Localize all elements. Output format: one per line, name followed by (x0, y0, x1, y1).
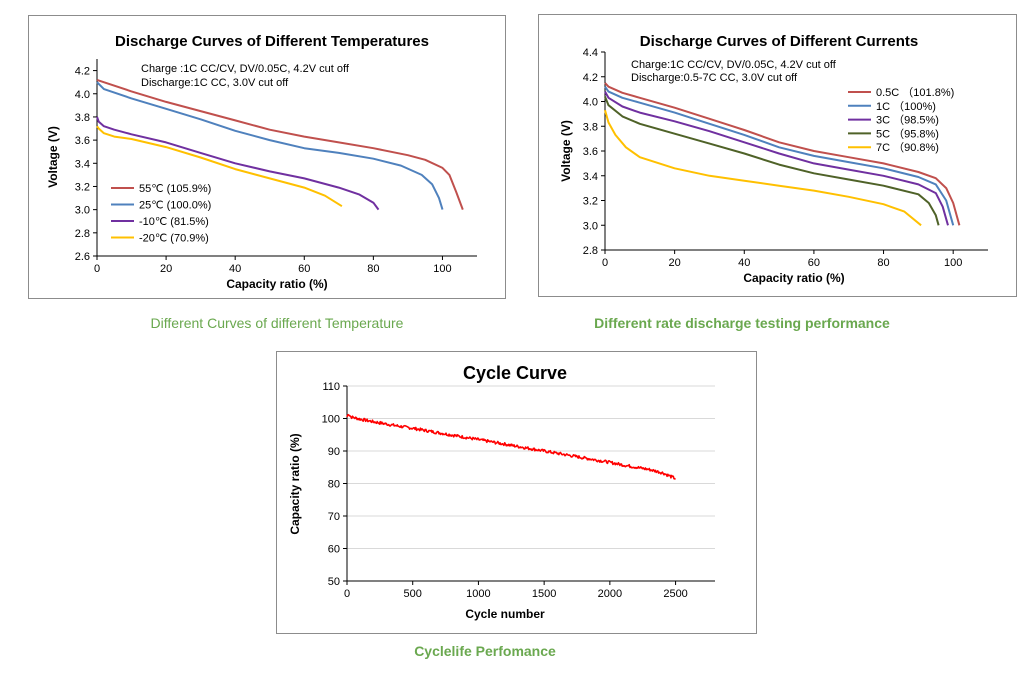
y-tick-label: 4.2 (75, 66, 90, 78)
y-tick-label: 60 (328, 544, 340, 556)
series-line (604, 91, 949, 226)
x-axis-label: Capacity ratio (%) (226, 277, 327, 291)
x-tick-label: 80 (877, 257, 889, 269)
chart-title: Discharge Curves of Different Currents (640, 33, 918, 50)
y-tick-label: 3.0 (583, 220, 598, 232)
y-tick-label: 3.2 (75, 181, 90, 193)
series-line (604, 109, 922, 227)
x-tick-label: 1500 (532, 588, 556, 600)
legend-label: -20℃ (70.9%) (139, 233, 209, 245)
y-tick-label: 3.8 (75, 112, 90, 124)
y-tick-label: 70 (328, 511, 340, 523)
y-tick-label: 50 (328, 576, 340, 588)
series-line (96, 116, 380, 211)
temperature-discharge-chart: 2.62.83.03.23.43.63.84.04.20 20 40 60 80 100 … (46, 33, 477, 291)
y-tick-label: 4.4 (583, 47, 598, 59)
x-tick-label: 60 (808, 257, 820, 269)
y-tick-label: 2.8 (75, 228, 90, 240)
legend-label: 5C （95.8%) (876, 127, 939, 140)
x-tick-label: 40 (738, 257, 750, 269)
x-tick-label: 500 (404, 588, 422, 600)
legend-label: 55℃ (105.9%) (139, 183, 211, 195)
temperature-chart-panel: 2.6 2.8 3.0 3.2 3.4 3.6 3.8 4.0 4.2 0 20 40 60 80 100 … (28, 15, 506, 299)
y-tick-label: 3.2 (583, 196, 598, 208)
chart-title: Cycle Curve (463, 363, 567, 383)
y-tick-label: 3.0 (75, 205, 90, 217)
series-line (346, 413, 676, 480)
y-axis-label: Voltage (V) (559, 120, 573, 182)
x-tick-label: 80 (367, 263, 379, 275)
chart-annotation: Charge:1C CC/CV, DV/0.05C, 4.2V cut off (631, 59, 837, 71)
chart-annotation: Discharge:1C CC, 3.0V cut off (141, 77, 289, 89)
y-axis-label: Capacity ratio (%) (288, 433, 302, 534)
y-axis-label: Voltage (V) (46, 126, 60, 188)
x-tick-label: 2500 (663, 588, 687, 600)
y-tick-label: 4.0 (75, 89, 90, 101)
y-tick-label: 3.4 (583, 171, 598, 183)
x-tick-label: 20 (669, 257, 681, 269)
x-tick-label: 2000 (598, 588, 622, 600)
y-tick-label: 90 (328, 446, 340, 458)
y-tick-label: 3.8 (583, 121, 598, 133)
rate-discharge-chart: 2.83.03.23.43.63.84.04.24.40 20 40 60 80 100 … (559, 33, 988, 285)
series-line (604, 82, 961, 226)
x-tick-label: 0 (344, 588, 350, 600)
series-line (96, 78, 464, 210)
y-tick-label: 80 (328, 479, 340, 491)
series-line (604, 96, 940, 226)
y-tick-label: 3.6 (583, 146, 598, 158)
series-line (96, 81, 444, 210)
y-tick-label: 100 (322, 414, 340, 426)
rate-caption: Different rate discharge testing perform… (594, 315, 890, 331)
x-tick-label: 1000 (466, 588, 490, 600)
chart-annotation: Charge :1C CC/CV, DV/0.05C, 4.2V cut off (141, 63, 350, 75)
cycle-curve-chart: 50 60 70 80 90 100 110 0 500 1000 1500 2000 2500 Cyc… (288, 363, 715, 621)
x-tick-label: 20 (160, 263, 172, 275)
series-line (604, 86, 955, 226)
x-axis-label: Capacity ratio (%) (743, 271, 844, 285)
legend-label: -10℃ (81.5%) (139, 216, 209, 228)
y-tick-label: 2.8 (583, 245, 598, 257)
temperature-caption: Different Curves of different Temperatur… (150, 315, 404, 331)
cycle-chart-panel: 50 60 70 80 90 100 110 0 500 1000 1500 2000 2500 Cyc… (276, 351, 757, 634)
chart-title: Discharge Curves of Different Temperatur… (115, 33, 429, 50)
legend-label: 7C （90.8%) (876, 141, 939, 154)
legend-label: 1C （100%) (876, 100, 936, 113)
y-tick-label: 2.6 (75, 251, 90, 263)
x-axis-label: Cycle number (465, 607, 545, 621)
y-tick-label: 4.0 (583, 97, 598, 109)
x-tick-label: 60 (298, 263, 310, 275)
legend-label: 25℃ (100.0%) (139, 200, 211, 212)
x-tick-label: 40 (229, 263, 241, 275)
y-tick-label: 3.6 (75, 135, 90, 147)
cycle-caption: Cyclelife Perfomance (414, 643, 556, 659)
legend-label: 3C （98.5%) (876, 114, 939, 127)
x-tick-label: 100 (433, 263, 451, 275)
x-tick-label: 100 (944, 257, 962, 269)
rate-chart-panel: 2.8 3.0 3.2 3.4 3.6 3.8 4.0 4.2 4.4 0 20 40 60 80 100 … (538, 14, 1017, 297)
x-tick-label: 0 (94, 263, 100, 275)
y-tick-label: 4.2 (583, 72, 598, 84)
y-tick-label: 3.4 (75, 158, 90, 170)
y-tick-label: 110 (322, 381, 340, 393)
x-tick-label: 0 (602, 257, 608, 269)
series-line (96, 125, 343, 208)
legend-label: 0.5C （101.8%) (876, 86, 954, 99)
chart-annotation: Discharge:0.5-7C CC, 3.0V cut off (631, 72, 798, 84)
